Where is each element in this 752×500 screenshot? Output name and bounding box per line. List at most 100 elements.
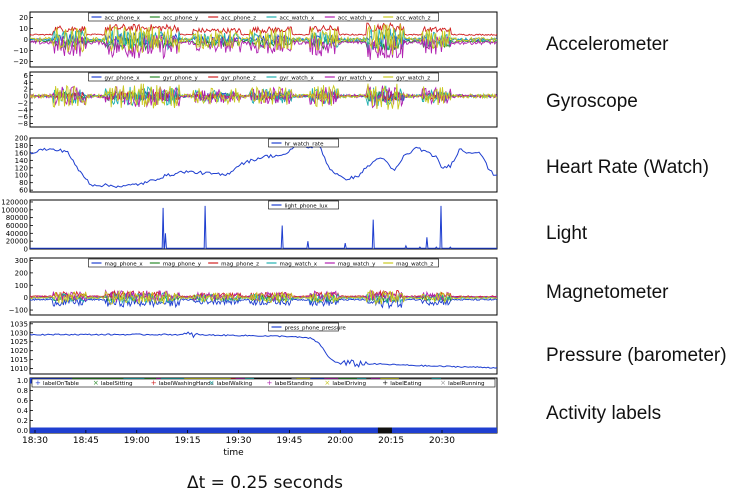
y-tick-label: 120000 bbox=[1, 198, 28, 206]
side-label-accelerometer: Accelerometer bbox=[546, 34, 669, 55]
y-tick-label: 200 bbox=[15, 135, 28, 143]
y-tick-label: 1035 bbox=[10, 320, 28, 328]
y-tick-label: −20 bbox=[13, 58, 28, 66]
legend-marker-labelWashingHands: + bbox=[151, 379, 157, 387]
series-mag_phone_y bbox=[30, 292, 497, 304]
legend-label-labelRunning: labelRunning bbox=[448, 381, 485, 387]
legend-label-mag_watch_x: mag_watch_x bbox=[280, 261, 318, 267]
side-label-magnetometer: Magnetometer bbox=[546, 282, 669, 303]
y-tick-label: 20 bbox=[19, 14, 28, 22]
legend-label-gyr_watch_x: gyr_watch_x bbox=[280, 75, 315, 81]
y-tick-label: 180 bbox=[15, 142, 28, 150]
x-axis-label: time bbox=[223, 448, 244, 458]
legend-marker-labelWalking: × bbox=[209, 379, 215, 387]
legend: + labelOnTable × labelSitting + labelWashingH… bbox=[31, 378, 496, 388]
x-tick-label: 20:15 bbox=[378, 436, 404, 446]
y-tick-label: 140 bbox=[15, 157, 28, 165]
side-label-gyroscope: Gyroscope bbox=[546, 91, 638, 112]
legend-label-gyr_phone_x: gyr_phone_x bbox=[105, 75, 141, 81]
side-label-heart-rate: Heart Rate (Watch) bbox=[546, 157, 709, 178]
series-hr_watch_rate bbox=[30, 142, 497, 189]
y-tick-label: 0.4 bbox=[17, 407, 29, 415]
legend-marker-labelRunning: × bbox=[440, 379, 446, 387]
series-mag_phone_x bbox=[30, 296, 497, 310]
x-tick-label: 19:15 bbox=[175, 436, 201, 446]
y-tick-label: 0 bbox=[24, 36, 28, 44]
y-tick-label: −100 bbox=[9, 307, 28, 315]
legend-label-hr_watch_rate: hr_watch_rate bbox=[285, 141, 325, 147]
series-mag_watch_z bbox=[30, 288, 497, 305]
plot-area bbox=[30, 83, 497, 110]
series-light_phone_lux bbox=[30, 205, 497, 249]
legend-frame bbox=[88, 258, 439, 268]
legend-label-gyr_phone_z: gyr_phone_z bbox=[221, 75, 256, 81]
y-tick-label: 80 bbox=[19, 179, 28, 187]
legend-label-acc_phone_x: acc_phone_x bbox=[105, 15, 141, 21]
legend: light_phone_lux bbox=[268, 200, 339, 209]
y-tick-label: 4 bbox=[24, 79, 29, 87]
side-label-activity: Activity labels bbox=[546, 403, 662, 424]
legend-label-press_phone_pressure: press_phone_pressure bbox=[285, 325, 347, 331]
series-acc_phone_z bbox=[30, 22, 497, 37]
plot-area bbox=[30, 288, 497, 310]
plot-area bbox=[30, 22, 497, 61]
legend-label-mag_watch_z: mag_watch_z bbox=[396, 261, 433, 267]
legend-label-labelEating: labelEating bbox=[390, 381, 422, 387]
plot-area bbox=[30, 205, 497, 249]
legend-marker-labelSitting: × bbox=[93, 379, 99, 387]
axes-frame bbox=[29, 199, 498, 250]
y-tick-label: 0 bbox=[24, 246, 28, 254]
y-tick-label: 0 bbox=[24, 294, 28, 302]
legend-label-labelWashingHands: labelWashingHands bbox=[159, 381, 214, 387]
legend-frame bbox=[31, 378, 496, 388]
legend-label-labelDriving: labelDriving bbox=[332, 381, 366, 387]
y-tick-label: −6 bbox=[18, 113, 29, 121]
series-acc_watch_z bbox=[30, 23, 497, 55]
series-gyr_watch_z bbox=[30, 83, 497, 110]
y-tick-label: 80000 bbox=[6, 214, 28, 222]
legend-label-acc_phone_y: acc_phone_y bbox=[163, 15, 199, 21]
legend-marker-labelStanding: + bbox=[267, 379, 273, 387]
y-tick-label: 1015 bbox=[10, 356, 28, 364]
legend-frame bbox=[268, 138, 339, 148]
legend-label-labelStanding: labelStanding bbox=[275, 381, 314, 387]
y-tick-label: 100 bbox=[15, 172, 28, 180]
legend-label-acc_phone_z: acc_phone_z bbox=[221, 15, 256, 21]
y-tick-label: −10 bbox=[13, 47, 28, 55]
x-tick-label: 19:00 bbox=[124, 436, 150, 446]
legend-frame bbox=[88, 12, 439, 22]
legend-marker-labelOnTable: + bbox=[35, 379, 41, 387]
y-tick-label: 1030 bbox=[10, 329, 28, 337]
legend-label-acc_watch_x: acc_watch_x bbox=[280, 15, 315, 21]
y-tick-label: −8 bbox=[18, 120, 28, 128]
x-tick-label: 18:30 bbox=[22, 436, 48, 446]
label-zero-dark-segment bbox=[377, 427, 392, 433]
y-tick-label: 1010 bbox=[10, 365, 28, 373]
legend-label-labelOnTable: labelOnTable bbox=[43, 381, 79, 387]
side-label-light: Light bbox=[546, 223, 588, 244]
y-tick-label: 0 bbox=[24, 93, 28, 101]
legend: hr_watch_rate bbox=[268, 138, 339, 148]
time-step-caption: Δt = 0.25 seconds bbox=[186, 473, 344, 493]
label-zero-bar bbox=[30, 427, 497, 433]
legend-marker-labelEating: + bbox=[382, 379, 388, 387]
legend: acc_phone_x acc_phone_y acc_phone_z acc_wat… bbox=[88, 12, 439, 22]
legend: press_phone_pressure bbox=[268, 322, 347, 332]
legend-label-gyr_phone_y: gyr_phone_y bbox=[163, 75, 199, 81]
y-tick-label: 60 bbox=[19, 187, 28, 195]
axes-frame bbox=[29, 321, 498, 375]
legend-label-mag_watch_y: mag_watch_y bbox=[338, 261, 376, 267]
y-tick-label: 120 bbox=[15, 164, 28, 172]
x-tick-label: 19:45 bbox=[276, 436, 302, 446]
y-tick-label: 160 bbox=[15, 149, 28, 157]
y-tick-label: 40000 bbox=[6, 230, 28, 238]
y-tick-label: 6 bbox=[24, 72, 29, 80]
y-tick-label: 200 bbox=[15, 269, 28, 277]
x-tick-label: 18:45 bbox=[73, 436, 99, 446]
y-tick-label: 0.0 bbox=[17, 427, 28, 435]
legend-label-acc_watch_z: acc_watch_z bbox=[396, 15, 430, 21]
